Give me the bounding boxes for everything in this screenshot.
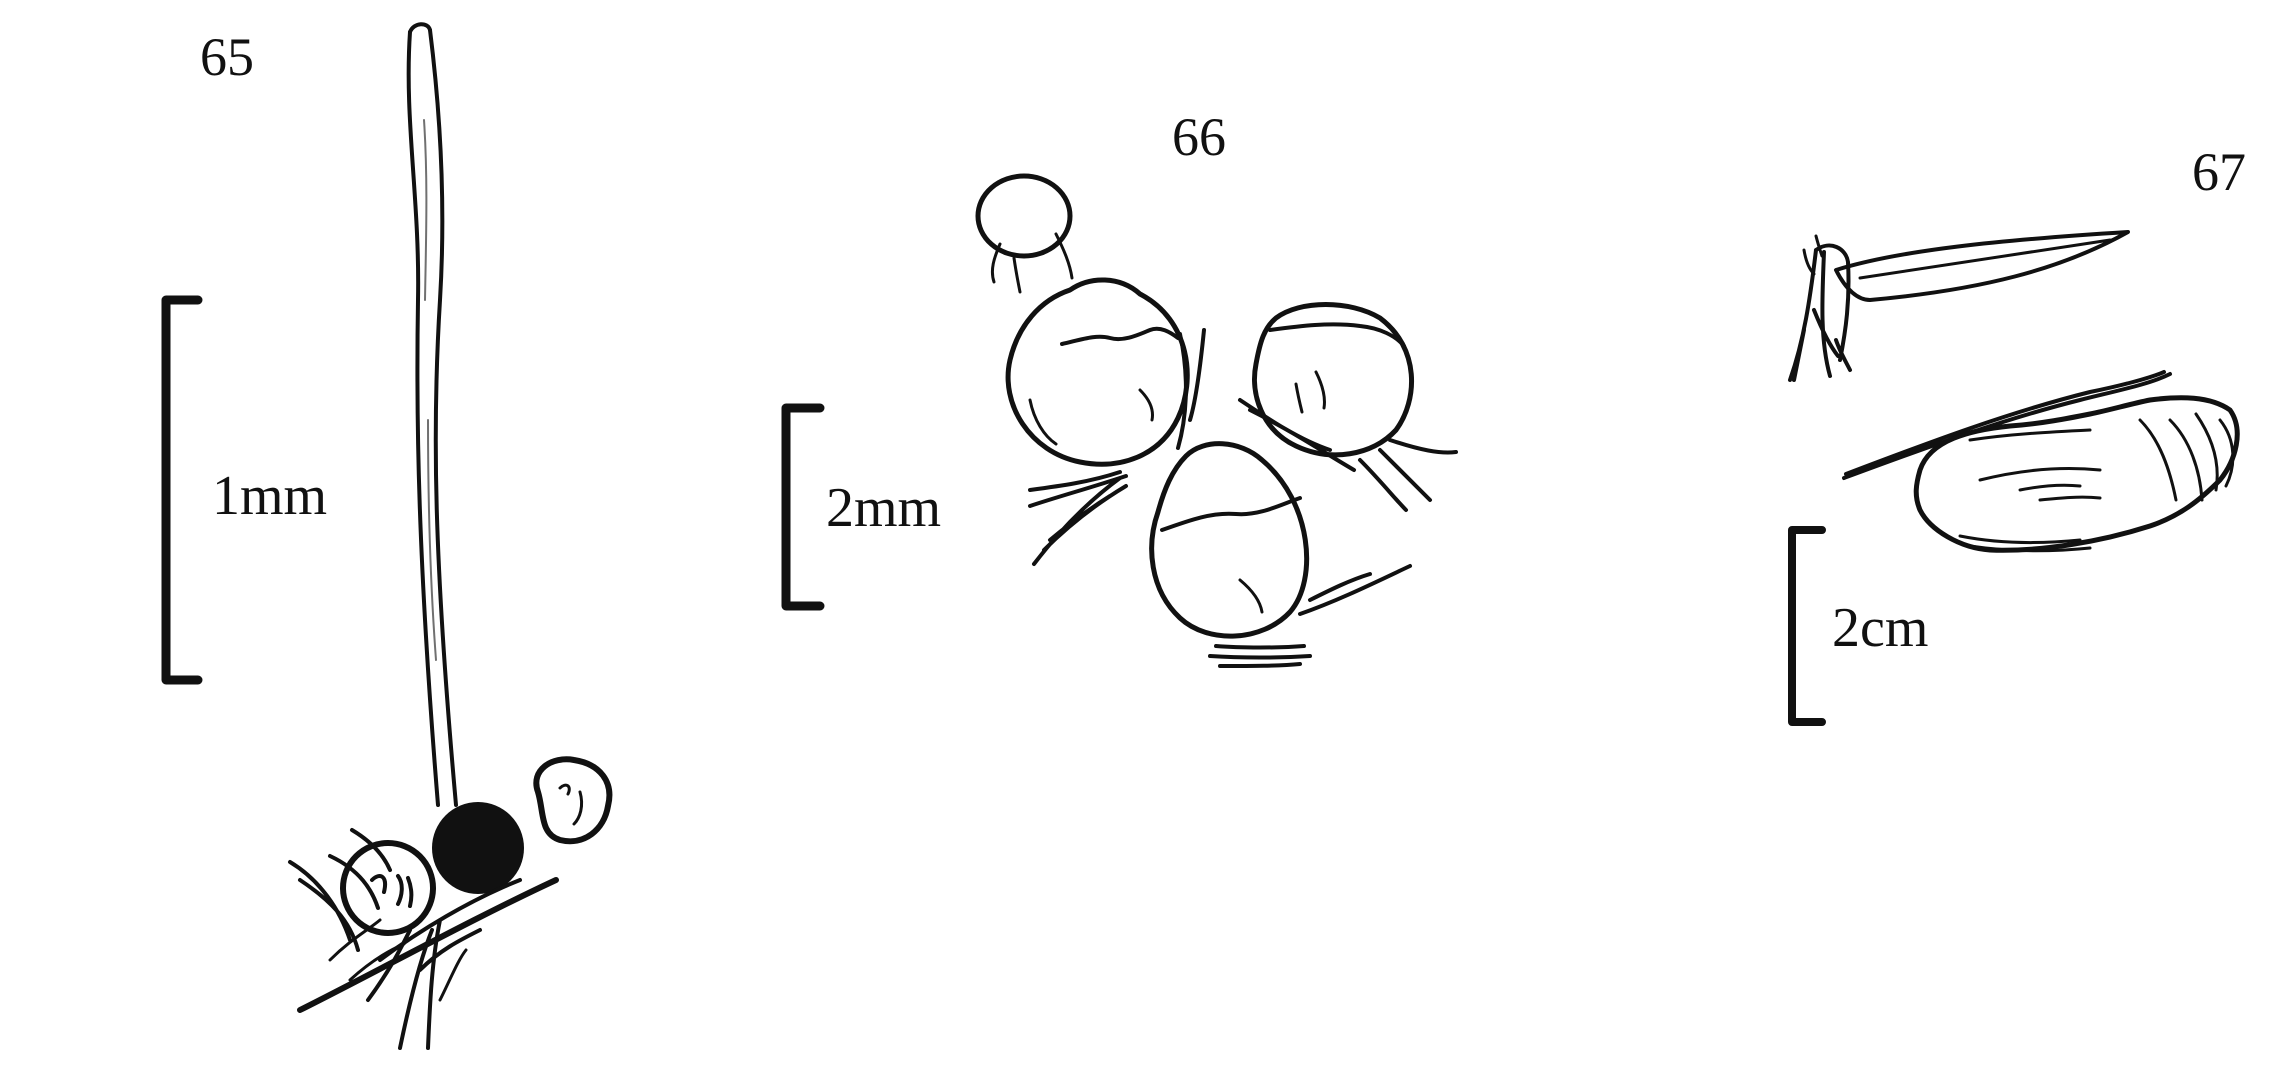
figure-65-dark-capsule xyxy=(432,802,524,894)
figure-67-capsule xyxy=(1913,395,2240,553)
figure-65-scale-label: 1mm xyxy=(212,465,328,527)
figure-65-drawing xyxy=(161,22,613,1050)
figure-66-scale-bar xyxy=(781,403,825,611)
figure-65-scale-bar xyxy=(161,295,203,685)
figure-67-scale-bar xyxy=(1788,526,1826,726)
figure-67-scale-label: 2cm xyxy=(1832,597,1929,659)
figure-66-scale-label: 2mm xyxy=(826,477,942,539)
figure-67-drawing xyxy=(1788,230,2240,726)
figure-65-stalk xyxy=(406,30,440,807)
figure-66-capsule-left xyxy=(1005,277,1190,467)
figure-67-bract xyxy=(1842,370,2172,480)
figure-65-pale-capsule xyxy=(340,840,436,936)
figure-65-number: 65 xyxy=(200,27,254,87)
figure-66-capsule-bottom xyxy=(1149,441,1310,639)
figure-66-lid xyxy=(975,173,1073,259)
figure-66-drawing xyxy=(781,173,1458,668)
figure-67-leaf xyxy=(1834,230,2130,302)
figure-65-spore xyxy=(533,756,613,845)
figure-66-bristles xyxy=(1028,328,1458,668)
figure-67-sprig xyxy=(1788,243,1852,382)
figure-66-capsule-right xyxy=(1252,302,1414,458)
figure-67-number: 67 xyxy=(2192,142,2246,202)
figure-66-number: 66 xyxy=(1172,107,1226,167)
